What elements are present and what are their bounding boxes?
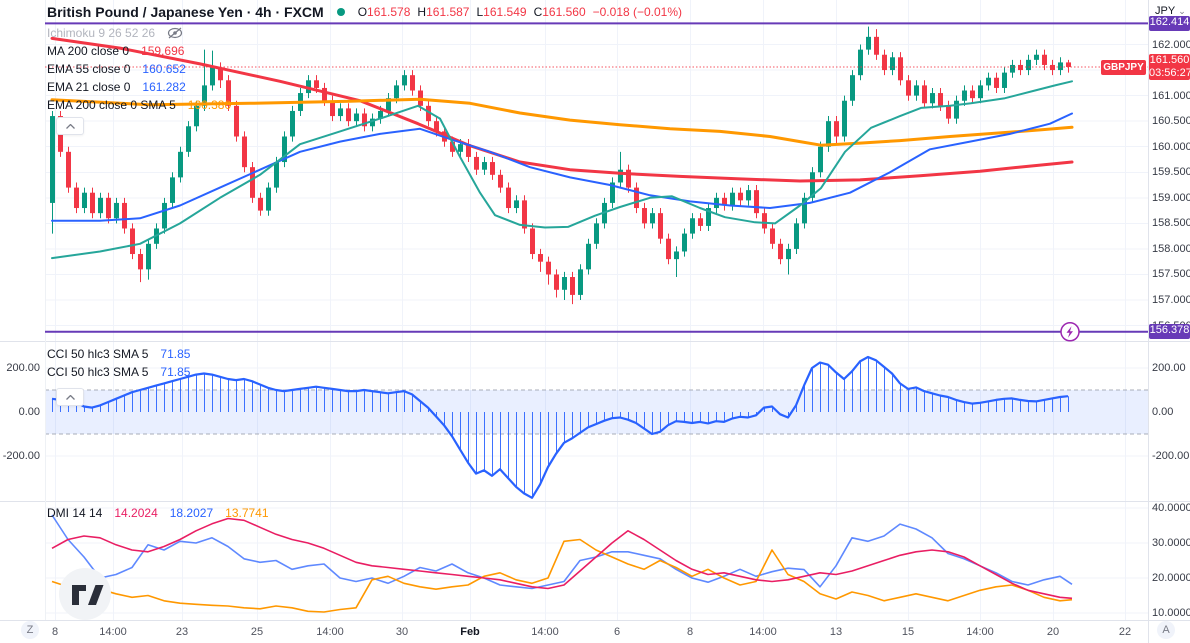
symbol-title[interactable]: British Pound / Japanese Yen · 4h · FXCM (47, 4, 324, 20)
time-tick-label: 14:00 (749, 626, 777, 638)
auto-scale-button[interactable]: A (1157, 621, 1175, 639)
price-pane-legend: Ichimoku 9 26 52 26 MA 200 close 0 159.696… (47, 24, 231, 114)
badge-countdown: 03:56:27 (1149, 67, 1190, 79)
indicator-value: 14.2024 (114, 506, 158, 520)
indicator-value: 161.282 (142, 80, 186, 94)
indicator-name: CCI 50 hlc3 SMA 5 (47, 347, 149, 361)
eye-hidden-icon[interactable] (167, 27, 183, 39)
indicator-legend-row[interactable]: CCI 50 hlc3 SMA 5 71.85 (47, 345, 190, 363)
indicator-name: EMA 21 close 0 (47, 80, 131, 94)
timezone-button-label: Z (26, 624, 34, 636)
price-change: −0.018 (−0.01%) (592, 5, 683, 19)
time-tick-label: 14:00 (531, 626, 559, 638)
chevron-down-icon: ⌄ (1178, 5, 1186, 16)
badge-price: 156.378 (1149, 324, 1190, 337)
dmi-tick-label: 30.0000 (1152, 537, 1190, 549)
indicator-name: EMA 55 close 0 (47, 62, 131, 76)
indicator-value: 160.380 (187, 98, 232, 112)
alert-price-badge: 156.378 (1149, 324, 1190, 340)
price-axis-currency[interactable]: JPY ⌄ (1155, 5, 1186, 17)
badge-price: 161.560 (1149, 54, 1190, 66)
cci-pane-legend: CCI 50 hlc3 SMA 5 71.85 CCI 50 hlc3 SMA 5 7… (47, 345, 190, 381)
cci-tick-label: -200.00 (1152, 450, 1190, 462)
collapse-cci-pane-button[interactable] (56, 388, 84, 406)
time-tick-label: 8 (51, 626, 59, 638)
dmi-tick-label: 40.0000 (1152, 502, 1190, 514)
price-tick-label: 158.000 (1152, 242, 1190, 255)
cci-left-tick-label: 0.00 (18, 406, 40, 418)
indicator-legend-row[interactable]: CCI 50 hlc3 SMA 5 71.85 (47, 363, 190, 381)
indicator-legend-row[interactable]: EMA 21 close 0 161.282 (47, 78, 231, 96)
badge-price: 162.414 (1149, 15, 1190, 28)
chart-header: British Pound / Japanese Yen · 4h · FXCM… (47, 4, 682, 20)
auto-scale-button-label: A (1162, 624, 1170, 636)
chevron-up-icon (65, 394, 75, 400)
time-tick-label: 14:00 (99, 626, 127, 638)
tradingview-logo (59, 568, 111, 620)
chevron-up-icon (65, 123, 75, 129)
time-tick-label: 20 (1046, 626, 1060, 638)
price-tick-label: 158.500 (1152, 217, 1190, 230)
price-tick-label: 161.000 (1152, 89, 1190, 102)
symbol-price-label: GBPJPY (1101, 59, 1146, 75)
dmi-pane-legend: DMI 14 14 14.2024 18.2027 13.7741 (47, 504, 269, 522)
price-tick-label: 162.000 (1152, 38, 1190, 51)
indicator-value: 13.7741 (225, 506, 269, 520)
time-tick-label: 14:00 (966, 626, 994, 638)
indicator-legend-row[interactable]: MA 200 close 0 159.696 (47, 42, 231, 60)
indicator-name: Ichimoku 9 26 52 26 (47, 26, 156, 40)
time-tick-label: Feb (460, 626, 480, 638)
indicator-name: EMA 200 close 0 SMA 5 (47, 98, 176, 112)
price-tick-label: 157.000 (1152, 294, 1190, 307)
price-tick-label: 159.000 (1152, 191, 1190, 204)
indicator-name: MA 200 close 0 (47, 44, 130, 58)
time-tick-label: 15 (901, 626, 915, 638)
indicator-name: CCI 50 hlc3 SMA 5 (47, 365, 149, 379)
time-tick-label: 14:00 (316, 626, 344, 638)
time-tick-label: 22 (1118, 626, 1132, 638)
market-status-dot (336, 8, 345, 16)
time-tick-label: 8 (686, 626, 694, 638)
cci-left-tick-label: -200.00 (2, 450, 40, 462)
indicator-legend-row[interactable]: DMI 14 14 14.2024 18.2027 13.7741 (47, 504, 269, 522)
indicator-legend-row[interactable]: EMA 55 close 0 160.652 (47, 60, 231, 78)
ohlc-open: O161.578 (357, 5, 411, 19)
last-price-badge: 161.560 03:56:27 (1149, 54, 1190, 80)
timezone-button[interactable]: Z (21, 621, 39, 639)
ohlc-close: C161.560 (533, 5, 586, 19)
indicator-value: 71.85 (160, 365, 191, 379)
time-tick-label: 23 (175, 626, 189, 638)
collapse-price-pane-button[interactable] (56, 117, 84, 135)
indicator-legend-row[interactable]: EMA 200 close 0 SMA 5 160.380 (47, 96, 231, 114)
time-tick-label: 30 (395, 626, 409, 638)
cci-left-tick-label: 200.00 (6, 362, 40, 374)
indicator-value: 160.652 (142, 62, 186, 76)
indicator-value: 71.85 (160, 347, 191, 361)
price-tick-label: 157.500 (1152, 268, 1190, 281)
time-tick-label: 6 (613, 626, 621, 638)
dmi-tick-label: 20.0000 (1152, 572, 1190, 584)
dmi-tick-label: 10.0000 (1152, 607, 1190, 619)
alert-lightning-icon[interactable] (1060, 322, 1080, 342)
time-tick-label: 25 (250, 626, 264, 638)
price-axis[interactable]: JPY ⌄ 162.000 161.000 160.500 160.000 159.500… (1149, 0, 1190, 643)
indicator-name: DMI 14 14 (47, 506, 103, 520)
indicator-value: 159.696 (141, 44, 185, 58)
ohlc-high: H161.587 (417, 5, 470, 19)
price-tick-label: 159.500 (1152, 166, 1190, 179)
cci-tick-label: 0.00 (1152, 406, 1174, 418)
alert-price-badge: 162.414 (1149, 15, 1190, 31)
time-tick-label: 13 (829, 626, 843, 638)
ohlc-low: L161.549 (476, 5, 527, 19)
indicator-value: 18.2027 (169, 506, 214, 520)
price-tick-label: 160.000 (1152, 140, 1190, 153)
indicator-legend-row[interactable]: Ichimoku 9 26 52 26 (47, 24, 231, 42)
cci-tick-label: 200.00 (1152, 362, 1186, 374)
price-tick-label: 160.500 (1152, 115, 1190, 128)
